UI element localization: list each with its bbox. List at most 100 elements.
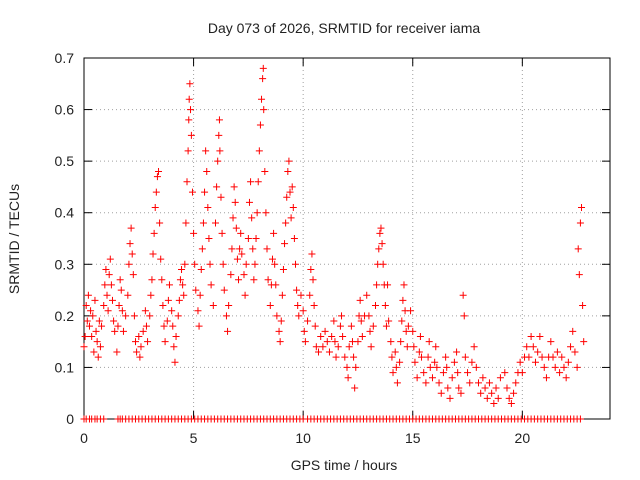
data-point — [551, 363, 559, 371]
data-point — [80, 343, 88, 351]
data-point — [575, 271, 583, 279]
data-point — [306, 291, 314, 299]
data-point — [410, 343, 418, 351]
data-point — [119, 327, 127, 335]
data-point — [356, 296, 364, 304]
data-point — [205, 235, 213, 242]
data-point — [103, 291, 111, 299]
x-tick-label: 20 — [515, 430, 531, 446]
data-point — [448, 374, 456, 382]
data-point — [549, 353, 557, 361]
data-point — [377, 224, 385, 232]
data-point — [148, 276, 156, 284]
data-point — [461, 353, 469, 361]
data-point — [252, 235, 260, 242]
data-point — [250, 276, 258, 284]
data-point — [242, 260, 250, 268]
data-point — [293, 286, 301, 294]
data-point — [289, 204, 297, 212]
data-point — [336, 322, 344, 330]
data-point — [191, 260, 199, 268]
data-point — [175, 296, 183, 304]
data-point — [96, 343, 104, 351]
data-point — [442, 353, 450, 361]
data-point — [416, 332, 424, 340]
data-point — [562, 374, 570, 382]
data-point — [106, 255, 114, 263]
data-point — [453, 348, 461, 356]
data-point — [199, 219, 207, 227]
data-point — [149, 250, 157, 258]
data-point — [186, 80, 194, 88]
data-point — [404, 322, 412, 330]
data-point — [100, 415, 108, 423]
data-point — [180, 291, 188, 299]
data-point — [366, 327, 374, 335]
data-point — [142, 322, 150, 330]
data-point — [216, 147, 224, 155]
data-point — [105, 271, 113, 279]
data-point — [387, 338, 395, 346]
data-point — [363, 291, 371, 299]
data-point — [428, 374, 436, 382]
data-point — [158, 276, 166, 284]
data-point — [392, 363, 400, 371]
data-point — [117, 286, 125, 294]
data-point — [261, 167, 269, 175]
data-point — [273, 312, 281, 320]
data-point — [460, 312, 468, 320]
data-point — [203, 167, 211, 175]
data-point — [182, 219, 190, 227]
data-point — [459, 291, 467, 299]
data-point — [108, 296, 116, 304]
data-point — [184, 147, 192, 155]
data-point — [291, 260, 299, 268]
y-tick-label: 0.1 — [55, 359, 75, 375]
data-point — [437, 389, 445, 397]
data-point — [125, 260, 133, 268]
data-point — [295, 312, 303, 320]
data-point — [564, 358, 572, 366]
data-point — [492, 384, 500, 392]
data-point — [381, 302, 389, 310]
data-point — [231, 198, 239, 206]
data-point — [81, 332, 89, 340]
data-point — [98, 322, 106, 330]
data-point — [455, 384, 463, 392]
data-point — [483, 394, 491, 402]
data-point — [213, 183, 221, 191]
data-point — [398, 317, 406, 325]
data-point — [439, 369, 447, 377]
data-point — [93, 338, 101, 346]
data-point — [195, 322, 203, 330]
data-point — [578, 204, 586, 212]
data-point — [299, 307, 307, 315]
data-point — [576, 415, 584, 423]
data-point — [113, 348, 121, 356]
data-point — [215, 116, 223, 124]
data-point — [238, 250, 246, 258]
data-point — [369, 322, 377, 330]
data-point — [139, 327, 147, 335]
data-point — [185, 116, 193, 124]
data-point — [402, 327, 410, 335]
data-point — [379, 260, 387, 268]
data-point — [244, 235, 252, 242]
data-point — [192, 286, 200, 294]
data-point — [215, 131, 223, 139]
data-point — [365, 312, 373, 320]
data-point — [294, 302, 302, 310]
data-point — [312, 343, 320, 351]
data-point — [525, 353, 533, 361]
data-point — [407, 307, 415, 315]
data-point — [277, 317, 285, 325]
data-point — [424, 353, 432, 361]
data-point — [172, 332, 180, 340]
data-point — [94, 353, 102, 361]
data-points — [80, 64, 588, 423]
data-point — [433, 363, 441, 371]
data-point — [229, 214, 237, 222]
data-point — [281, 240, 289, 248]
data-point — [290, 235, 298, 242]
data-point — [259, 75, 267, 83]
